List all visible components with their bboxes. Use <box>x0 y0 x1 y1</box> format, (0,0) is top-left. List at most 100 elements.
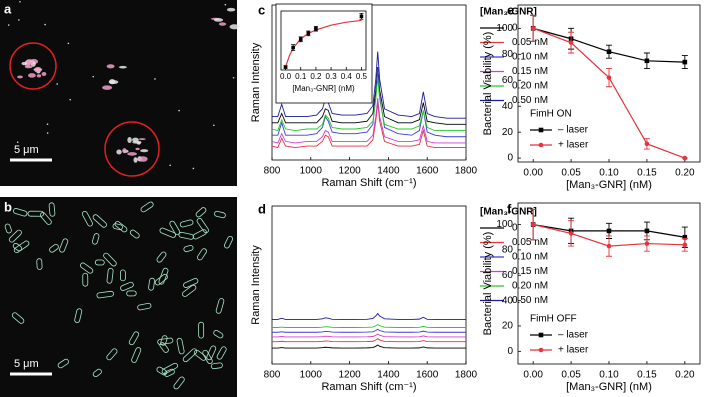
legend-marker <box>538 142 544 148</box>
cell-cluster <box>213 18 224 22</box>
bacterium <box>11 312 25 324</box>
speck <box>232 76 235 79</box>
speck <box>56 83 58 85</box>
y-axis-label: Bacterial Viability (%) <box>482 232 494 336</box>
y-tick-label: 100 <box>496 23 513 34</box>
bacterium <box>92 368 102 378</box>
data-point <box>682 59 688 65</box>
bacterium <box>48 202 56 217</box>
bacterium <box>112 223 123 231</box>
cell-cluster <box>133 157 138 163</box>
x-tick-label: 0.20 <box>675 168 695 179</box>
bacterium <box>154 273 168 286</box>
cell-cluster <box>140 149 149 153</box>
x-axis-label: [Man₃-GNR] (nM) <box>566 179 652 191</box>
y-axis-label: Raman Intensity <box>250 42 262 122</box>
data-point <box>306 31 311 36</box>
bacterium <box>92 214 107 228</box>
data-point <box>530 222 536 227</box>
spectrum <box>272 66 466 125</box>
bacterium <box>206 345 217 361</box>
speck <box>154 78 156 80</box>
bacterium <box>192 229 207 240</box>
cell-cluster <box>127 152 137 156</box>
cell-cluster <box>36 74 42 78</box>
bacterium <box>215 298 225 314</box>
x-tick-label: 0.00 <box>523 370 543 381</box>
plot-frame <box>271 205 467 365</box>
speck <box>44 23 46 26</box>
x-tick-label: 0.15 <box>637 370 657 381</box>
bacterium <box>198 321 205 339</box>
x-axis-label: [Man₃-GNR] (nM) <box>292 84 355 93</box>
bacterium <box>160 335 168 346</box>
cell-cluster <box>27 73 36 78</box>
legend-label: 0.20 nM <box>512 281 548 292</box>
legend-label: 0.10 nM <box>512 252 548 263</box>
bacterium <box>128 331 140 346</box>
legend-label: 0.50 nM <box>512 95 548 106</box>
bacterium <box>57 358 69 369</box>
panel-label: b <box>4 199 12 214</box>
x-tick-label: 0.10 <box>599 168 619 179</box>
x-tick-label: 0.15 <box>637 168 657 179</box>
x-tick-label: 1600 <box>416 166 439 177</box>
cell-cluster <box>109 79 116 85</box>
bacterium <box>59 238 69 253</box>
speck <box>92 75 95 78</box>
panel-label: c <box>258 2 265 17</box>
x-tick-label: 0.5 <box>356 72 368 81</box>
legend-title: [Man₃-GNR] <box>480 207 537 218</box>
x-tick-label: 0.3 <box>326 72 338 81</box>
data-point <box>682 234 688 240</box>
spectrum <box>271 102 466 149</box>
speck <box>192 167 195 170</box>
bacterium <box>106 348 118 361</box>
cell-cluster <box>102 85 113 90</box>
bacterium <box>92 233 100 245</box>
x-tick-label: 800 <box>264 370 281 381</box>
data-point <box>682 242 688 248</box>
bacterium <box>173 376 185 390</box>
bacterium <box>179 219 194 228</box>
cell-cluster <box>21 61 28 66</box>
highlight-circle <box>104 121 160 177</box>
legend-label: 0.20 nM <box>512 81 548 92</box>
cell-cluster <box>118 65 127 69</box>
bacterium <box>106 267 114 284</box>
cell-cluster <box>229 24 240 30</box>
bacterium <box>80 262 94 274</box>
bacterium <box>214 210 226 219</box>
bacterium <box>74 308 83 323</box>
highlight-circle <box>9 42 57 90</box>
cell-cluster <box>127 137 132 143</box>
legend-title: [Man₃-GNR] <box>480 7 537 18</box>
cell-cluster <box>218 22 227 26</box>
legend-label: – laser <box>558 125 589 136</box>
cell-cluster <box>25 59 34 65</box>
bacterium <box>13 240 30 254</box>
y-tick-label: 100 <box>496 219 513 230</box>
scale-bar-label: 5 μm <box>14 358 39 370</box>
x-tick-label: 800 <box>264 166 281 177</box>
y-tick-label: 60 <box>502 270 514 281</box>
panel-label: f <box>507 201 512 216</box>
x-tick-label: 1200 <box>338 370 361 381</box>
bacterium <box>49 243 59 253</box>
data-point <box>568 40 574 45</box>
data-point <box>283 65 288 69</box>
bacterium <box>140 201 154 213</box>
bacterium <box>216 346 227 360</box>
bacterium <box>164 368 175 377</box>
legend-label: 0 <box>512 23 518 34</box>
legend-label: 0 <box>512 223 518 234</box>
data-point <box>606 49 612 55</box>
data-point <box>606 75 612 80</box>
x-tick-label: 0.0 <box>280 72 292 81</box>
speck <box>169 164 171 167</box>
legend-marker <box>538 127 544 133</box>
x-tick-label: 0.4 <box>341 72 353 81</box>
bacterium <box>129 229 140 239</box>
data-point <box>644 228 650 234</box>
